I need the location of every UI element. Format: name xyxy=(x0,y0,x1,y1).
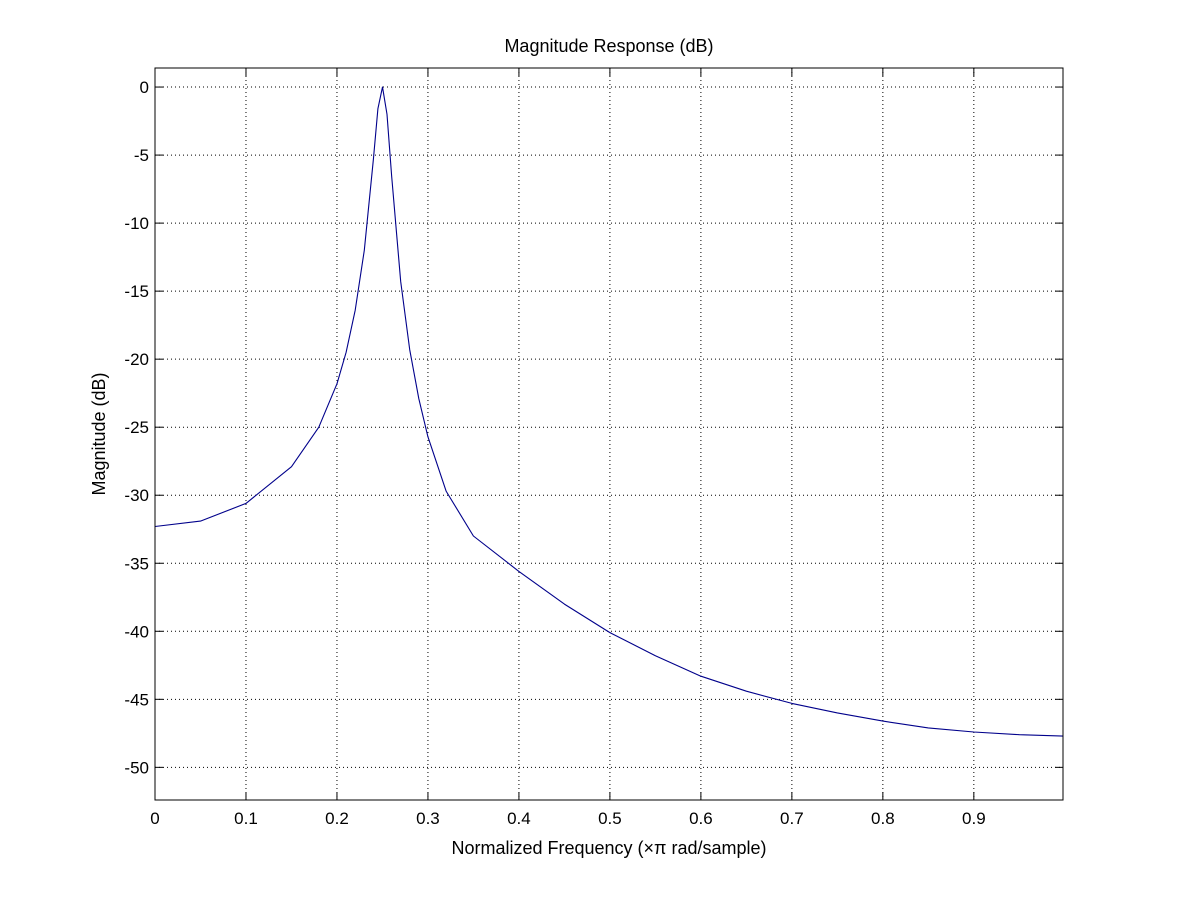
x-tick-label: 0.1 xyxy=(234,809,258,828)
y-tick-labels: 0 -5 -10 -15 -20 -25 -30 -35 -40 -45 -50 xyxy=(124,78,149,777)
x-axis-label: Normalized Frequency (×π rad/sample) xyxy=(451,838,766,858)
x-tick-label: 0.9 xyxy=(962,809,986,828)
x-tick-labels: 0 0.1 0.2 0.3 0.4 0.5 0.6 0.7 0.8 0.9 xyxy=(150,809,985,828)
y-tick-label: -25 xyxy=(124,418,149,437)
plot-area xyxy=(155,68,1063,800)
magnitude-response-line xyxy=(154,86,1064,737)
x-tick-label: 0.3 xyxy=(416,809,440,828)
x-tick-label: 0.4 xyxy=(507,809,531,828)
y-tick-label: -45 xyxy=(124,690,149,709)
y-tick-label: -10 xyxy=(124,214,149,233)
y-tick-label: -20 xyxy=(124,350,149,369)
y-tick-label: -35 xyxy=(124,554,149,573)
x-tick-label: 0 xyxy=(150,809,159,828)
x-tick-label: 0.2 xyxy=(325,809,349,828)
chart-title: Magnitude Response (dB) xyxy=(504,36,713,56)
y-tick-label: -30 xyxy=(124,486,149,505)
grid xyxy=(155,68,1063,800)
y-tick-label: -40 xyxy=(124,622,149,641)
plot-frame xyxy=(154,67,1064,801)
y-axis-label: Magnitude (dB) xyxy=(89,372,109,495)
x-tick-label: 0.6 xyxy=(689,809,713,828)
y-tick-label: -50 xyxy=(124,758,149,777)
x-tick-label: 0.5 xyxy=(598,809,622,828)
series-layer xyxy=(154,86,1064,737)
y-tick-label: -5 xyxy=(134,146,149,165)
y-tick-label: -15 xyxy=(124,282,149,301)
x-tick-label: 0.7 xyxy=(780,809,804,828)
x-tick-label: 0.8 xyxy=(871,809,895,828)
y-tick-label: 0 xyxy=(140,78,149,97)
ticks xyxy=(154,68,1063,800)
